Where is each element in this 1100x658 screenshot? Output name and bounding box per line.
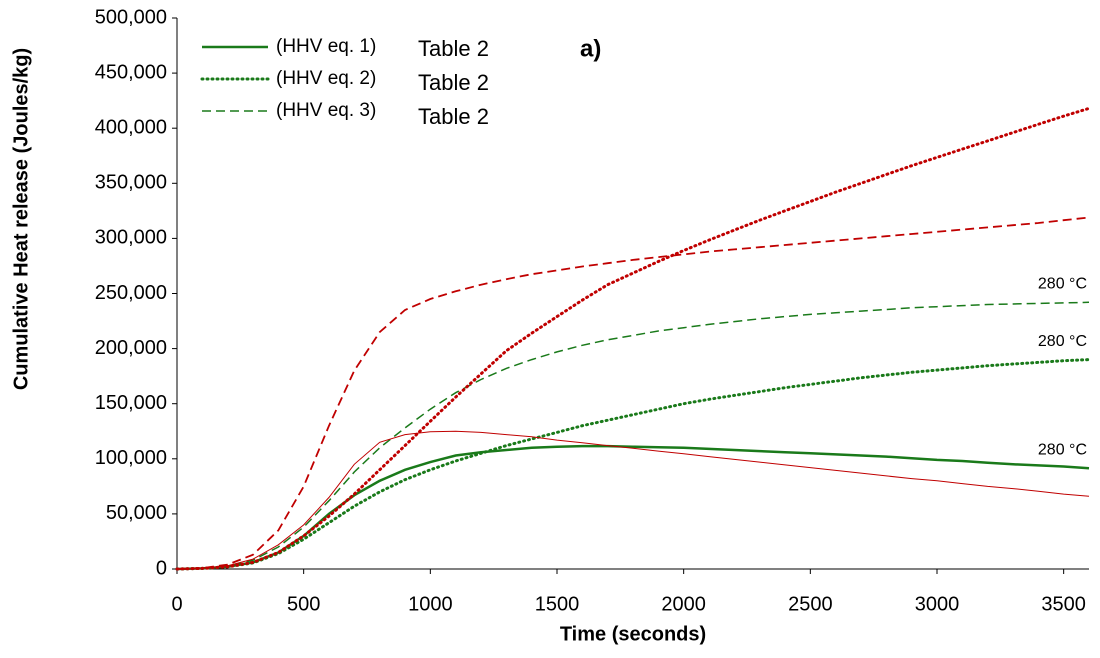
legend-label: (HHV eq. 3) [276, 100, 376, 121]
series-line [176, 444, 1090, 571]
y-axis-label: Cumulative Heat release (Joules/kg) [10, 48, 32, 390]
x-tick-label: 3000 [915, 593, 960, 615]
legend-note: Table 2 [418, 36, 489, 61]
legend-note: Table 2 [418, 104, 489, 129]
x-tick-label: 0 [171, 593, 182, 615]
y-tick-label: 150,000 [95, 392, 167, 414]
y-tick-label: 400,000 [95, 116, 167, 138]
y-tick-label: 250,000 [95, 282, 167, 304]
series-line [176, 301, 1090, 570]
x-tick-label: 500 [287, 593, 320, 615]
x-tick-label: 1000 [408, 593, 453, 615]
x-tick-label: 1500 [535, 593, 580, 615]
end-label: 280 °C [1038, 276, 1087, 293]
x-tick-label: 2000 [661, 593, 706, 615]
y-tick-label: 500,000 [95, 6, 167, 28]
end-label: 280 °C [1038, 333, 1087, 350]
x-tick-label: 3500 [1041, 593, 1086, 615]
series-line [175, 106, 1091, 571]
panel-label: a) [580, 35, 601, 62]
series-line [176, 430, 1090, 570]
y-tick-label: 450,000 [95, 61, 167, 83]
legend-note: Table 2 [418, 70, 489, 95]
y-tick-label: 100,000 [95, 447, 167, 469]
x-tick-label: 2500 [788, 593, 833, 615]
y-tick-label: 300,000 [95, 227, 167, 249]
y-tick-label: 200,000 [95, 337, 167, 359]
series-line [175, 358, 1091, 571]
series-line [176, 216, 1090, 570]
y-tick-label: 350,000 [95, 172, 167, 194]
y-tick-label: 0 [156, 557, 167, 579]
legend-label: (HHV eq. 1) [276, 36, 376, 57]
legend-label: (HHV eq. 2) [276, 68, 376, 89]
x-axis-label: Time (seconds) [560, 623, 706, 645]
y-tick-label: 50,000 [106, 502, 167, 524]
end-label: 280 °C [1038, 441, 1087, 458]
